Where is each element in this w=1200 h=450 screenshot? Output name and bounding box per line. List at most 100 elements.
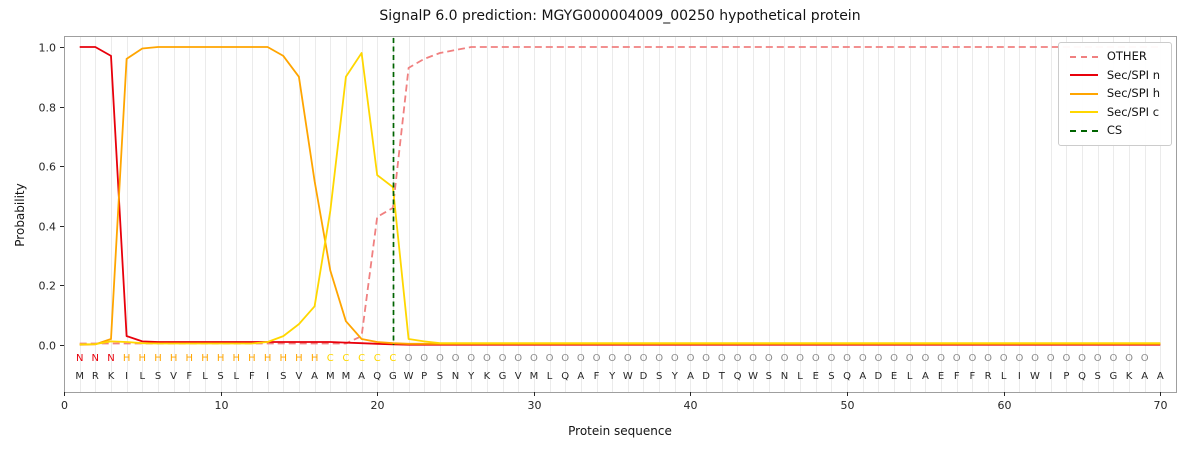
region-letter: C xyxy=(327,353,334,364)
sequence-letter: M xyxy=(75,371,84,382)
region-letter: O xyxy=(765,353,773,364)
sequence-letter: W xyxy=(1030,371,1040,382)
sequence-letter: S xyxy=(766,371,772,382)
sequence-letter: K xyxy=(108,371,115,382)
sequence-letter: F xyxy=(186,371,192,382)
region-letter: O xyxy=(1078,353,1086,364)
region-letter: O xyxy=(671,353,679,364)
sequence-letter: V xyxy=(170,371,177,382)
region-letter: C xyxy=(374,353,381,364)
sequence-letter: Q xyxy=(734,371,742,382)
region-letter: O xyxy=(702,353,710,364)
region-letter: C xyxy=(389,353,396,364)
legend-line-sample xyxy=(1069,55,1098,58)
sequence-letter: D xyxy=(640,371,648,382)
region-letter: O xyxy=(874,353,882,364)
sequence-letter: A xyxy=(311,371,318,382)
region-letter: H xyxy=(154,353,162,364)
sequence-letter: L xyxy=(797,371,803,382)
ticks-group: 0 10 20 30 40 50 60 70 0.0 0.2 0.4 0.6 0.8 1.0 xyxy=(39,42,1168,413)
region-letter: O xyxy=(921,353,929,364)
y-tick-label: 0.4 xyxy=(39,221,57,234)
sequence-letter: L xyxy=(234,371,240,382)
x-axis-label: Protein sequence xyxy=(568,424,672,438)
region-letter: O xyxy=(420,353,428,364)
sequence-letter: E xyxy=(813,371,819,382)
x-tick-label: 50 xyxy=(841,399,855,412)
sequence-letter: N xyxy=(781,371,788,382)
sequence-letter: A xyxy=(358,371,365,382)
region-letter: C xyxy=(342,353,349,364)
sequence-letter: S xyxy=(280,371,286,382)
sequence-letter: G xyxy=(389,371,397,382)
gridlines-group xyxy=(80,36,1161,392)
sequence-letter: M xyxy=(326,371,335,382)
series-group xyxy=(79,38,1161,346)
sequence-letter: G xyxy=(1110,371,1118,382)
sequence-letter: T xyxy=(718,371,726,382)
sequence-letter: E xyxy=(938,371,944,382)
region-letter: O xyxy=(436,353,444,364)
y-tick-label: 0.2 xyxy=(39,280,57,293)
region-letter: O xyxy=(514,353,522,364)
region-letter: O xyxy=(812,353,820,364)
region-letter: O xyxy=(608,353,616,364)
region-letter: H xyxy=(123,353,131,364)
sequence-letter: A xyxy=(577,371,584,382)
sequence-letter: M xyxy=(530,371,539,382)
region-letter: O xyxy=(984,353,992,364)
region-letter: O xyxy=(1047,353,1055,364)
sequence-letter: A xyxy=(1157,371,1164,382)
region-letter: O xyxy=(467,353,475,364)
legend-label: Sec/SPI n xyxy=(1106,67,1160,82)
sequence-letter: Q xyxy=(843,371,851,382)
region-letter: O xyxy=(561,353,569,364)
x-tick-label: 10 xyxy=(215,399,229,412)
region-letter: O xyxy=(655,353,663,364)
region-letter: O xyxy=(734,353,742,364)
legend-item-cs: CS xyxy=(1069,123,1160,137)
region-letter: O xyxy=(1031,353,1039,364)
region-letter: H xyxy=(139,353,147,364)
region-letter: O xyxy=(843,353,851,364)
region-letter: H xyxy=(264,353,272,364)
x-tick-label: 40 xyxy=(684,399,698,412)
x-tick-label: 30 xyxy=(528,399,542,412)
y-tick-label: 1.0 xyxy=(39,42,57,55)
sequence-letter: P xyxy=(421,371,427,382)
sequence-letter: N xyxy=(452,371,459,382)
sequence-letter: P xyxy=(1063,371,1069,382)
sequence-letter: S xyxy=(437,371,443,382)
y-tick-label: 0.6 xyxy=(39,161,57,174)
region-letter: O xyxy=(687,353,695,364)
sequence-letter: F xyxy=(970,371,976,382)
chart-title: SignalP 6.0 prediction: MGYG000004009_00… xyxy=(379,8,861,24)
sequence-letter: L xyxy=(547,371,553,382)
region-letter: O xyxy=(890,353,898,364)
x-tick-label: 70 xyxy=(1154,399,1168,412)
legend-item-sec-spi-c: Sec/SPI c xyxy=(1069,104,1160,119)
legend-label: Sec/SPI c xyxy=(1106,104,1160,119)
region-letter: O xyxy=(546,353,554,364)
sequence-letter: E xyxy=(891,371,897,382)
legend-item-sec-spi-h: Sec/SPI h xyxy=(1069,87,1160,100)
region-letter: O xyxy=(624,353,632,364)
region-letter: H xyxy=(280,353,288,364)
region-letter: O xyxy=(968,353,976,364)
legend-line-sample xyxy=(1069,92,1098,95)
sequence-letter: A xyxy=(859,371,866,382)
sequence-letter: S xyxy=(155,371,161,382)
region-letter: O xyxy=(1000,353,1008,364)
legend-label: CS xyxy=(1106,123,1123,137)
sequence-letter: Q xyxy=(373,371,381,382)
region-letter: H xyxy=(217,353,225,364)
sequence-letter: R xyxy=(985,371,992,382)
region-letter: O xyxy=(530,353,538,364)
region-letter: H xyxy=(311,353,319,364)
sequence-letter: F xyxy=(594,371,600,382)
series-other xyxy=(79,46,1161,345)
sequence-letter: A xyxy=(1141,371,1148,382)
sequence-letter: S xyxy=(828,371,834,382)
